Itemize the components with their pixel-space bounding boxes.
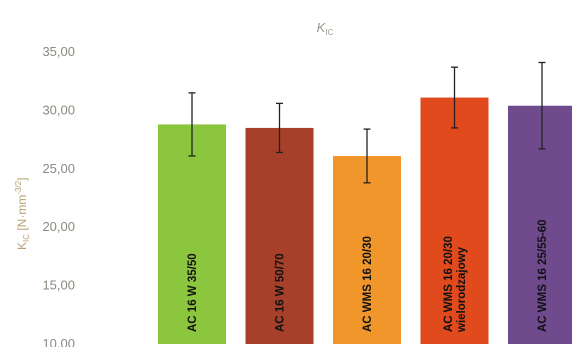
y-tick-label: 10,00 (42, 336, 75, 347)
bar-labels: AC 16 W 35/50 AC 16 W 50/70 AC WMS 16 20/3… (187, 220, 549, 334)
y-axis-label-main: K (15, 242, 29, 250)
bar (245, 127, 314, 344)
y-tick-label: 25,00 (42, 161, 75, 176)
y-axis-label-unit: [N·mm (15, 195, 29, 234)
y-tick-label: 20,00 (42, 219, 75, 234)
bar-label: AC 16 W 50/70 (275, 253, 287, 332)
chart-title: KIC (317, 20, 334, 37)
error-bars (188, 61, 546, 184)
y-axis-label-close: ] (15, 178, 29, 181)
y-axis-ticks: 10,00 15,00 20,00 25,00 30,00 35,00 (42, 44, 75, 347)
bar-label: wielorodzajowy (456, 246, 468, 333)
bars (158, 97, 572, 344)
bar-label: AC 16 W 35/50 (187, 253, 199, 332)
chart-title-main: K (317, 20, 327, 35)
bar (158, 124, 226, 344)
y-axis-label-subscript: IC (22, 234, 31, 242)
bar-label: AC WMS 16 20/30 (443, 236, 455, 332)
y-tick-label: 35,00 (42, 44, 75, 59)
y-tick-label: 15,00 (42, 278, 75, 293)
y-tick-label: 30,00 (42, 102, 75, 117)
bar (420, 97, 489, 344)
y-axis-label: KIC [N·mm-3/2] (14, 178, 31, 250)
y-axis-label-exponent: -3/2 (14, 180, 23, 194)
bar-label: AC WMS 16 20/30 (362, 236, 374, 332)
bar-label: AC WMS 16 25/55-60 (537, 220, 549, 333)
bar (508, 105, 572, 344)
chart-title-subscript: IC (325, 28, 333, 37)
bar (333, 155, 401, 344)
